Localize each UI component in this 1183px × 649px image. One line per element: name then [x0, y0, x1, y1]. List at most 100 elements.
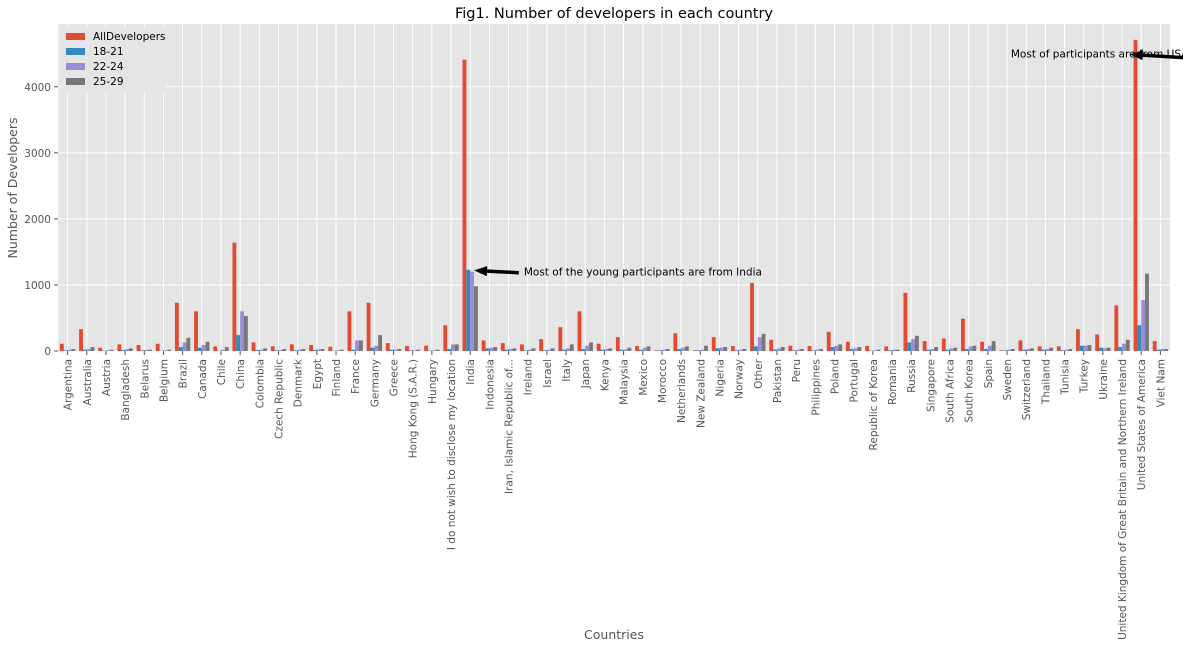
bar [730, 346, 735, 351]
bar [895, 349, 900, 351]
bar [489, 347, 494, 351]
bar [1122, 343, 1126, 351]
y-tick-label: 4000 [24, 82, 51, 94]
bar [431, 350, 436, 351]
bar [922, 341, 927, 351]
bar [182, 342, 187, 351]
bar [1049, 347, 1054, 351]
x-tick-label: France [350, 359, 362, 394]
bar [531, 348, 536, 351]
bar [201, 345, 206, 351]
bar [339, 349, 344, 351]
bar [1156, 349, 1161, 351]
bar [930, 349, 935, 351]
x-tick-label: Pakistan [772, 359, 784, 403]
bar [1030, 348, 1034, 351]
bar [194, 311, 198, 351]
bar [309, 345, 313, 351]
x-tick-label: Czech Republic [273, 359, 285, 439]
x-tick-label: Australia [82, 359, 94, 405]
bar [232, 242, 237, 351]
bar [999, 350, 1004, 351]
x-tick-label: Portugal [849, 359, 861, 403]
x-tick-label: Germany [369, 359, 381, 407]
bar [719, 347, 724, 351]
bar [63, 350, 68, 351]
x-tick-label: Malaysia [619, 359, 631, 405]
x-tick-label: Greece [389, 359, 401, 396]
bar [336, 350, 340, 351]
bar [121, 350, 126, 351]
bar [903, 292, 908, 351]
bar [1141, 300, 1146, 351]
bar [405, 346, 409, 351]
x-tick-label: Finland [331, 359, 343, 397]
bar [236, 335, 241, 351]
bar [704, 345, 708, 351]
legend-swatch [66, 33, 85, 40]
bar [1160, 349, 1165, 351]
bar [811, 350, 816, 351]
bar [301, 349, 306, 351]
bar [259, 349, 264, 351]
x-axis-ticks: Argentina Australia Austria Bangladesh Belar… [63, 351, 1167, 640]
bar [408, 350, 413, 351]
annotations: Most of the young participants are from … [474, 49, 1183, 279]
x-tick-label: Romania [887, 359, 899, 405]
bar [251, 342, 256, 351]
bar [470, 271, 475, 351]
bar [926, 349, 931, 351]
bar [520, 344, 524, 351]
bar [282, 349, 287, 351]
bar [374, 345, 379, 351]
bar [297, 349, 302, 351]
bar [347, 311, 352, 351]
bar [984, 349, 988, 351]
bar [1095, 334, 1100, 351]
bar [1022, 349, 1027, 351]
bar [1125, 339, 1130, 351]
bar [424, 345, 429, 351]
bar [638, 349, 643, 351]
x-tick-label: Switzerland [1021, 359, 1033, 420]
bar [577, 311, 582, 351]
bar [788, 345, 793, 351]
bar [619, 349, 624, 351]
bar [696, 350, 701, 351]
bar [665, 349, 670, 351]
bar [738, 349, 743, 351]
bar [117, 344, 122, 351]
bar [757, 337, 762, 351]
bar [397, 349, 402, 351]
bar [892, 349, 896, 351]
x-tick-label: India [465, 359, 477, 385]
annotation-arrow-shaft [486, 269, 519, 275]
bar [508, 349, 513, 351]
bar [600, 349, 605, 351]
bar [715, 348, 720, 351]
bar [416, 349, 421, 351]
x-tick-label: Argentina [63, 359, 75, 410]
bar [677, 349, 682, 351]
bar [807, 346, 812, 351]
y-tick-label: 2000 [24, 214, 51, 226]
bar [205, 341, 210, 351]
x-tick-label: Peru [791, 359, 803, 382]
x-tick-label: Ukraine [1098, 359, 1110, 400]
bar [945, 349, 950, 351]
bar [539, 339, 544, 351]
x-tick-label: United Kingdom of Great Britain and Nort… [1117, 359, 1129, 640]
bar [711, 337, 716, 351]
bar [723, 347, 728, 351]
bar [125, 349, 129, 351]
x-tick-label: New Zealand [695, 359, 707, 428]
bar [615, 337, 620, 351]
bar [949, 348, 954, 351]
bar [1076, 329, 1080, 351]
annotation-arrow-head [1129, 50, 1144, 61]
x-tick-label: South Africa [945, 359, 957, 423]
x-tick-label: Egypt [312, 359, 324, 389]
x-tick-label: Chile [216, 359, 228, 385]
bar [876, 349, 881, 351]
bar [1060, 350, 1065, 351]
